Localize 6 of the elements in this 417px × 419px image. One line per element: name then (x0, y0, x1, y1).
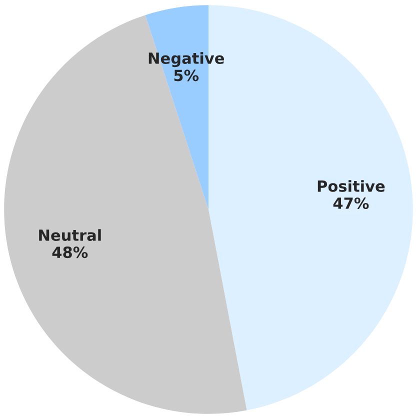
slice-label: Negative (148, 52, 224, 68)
data-label: 47% (333, 197, 369, 210)
data-label: 5% (174, 70, 199, 82)
slice-label: Positive (318, 180, 385, 192)
slice-label: Neutral (39, 229, 101, 241)
data-label: 48% (52, 246, 88, 258)
